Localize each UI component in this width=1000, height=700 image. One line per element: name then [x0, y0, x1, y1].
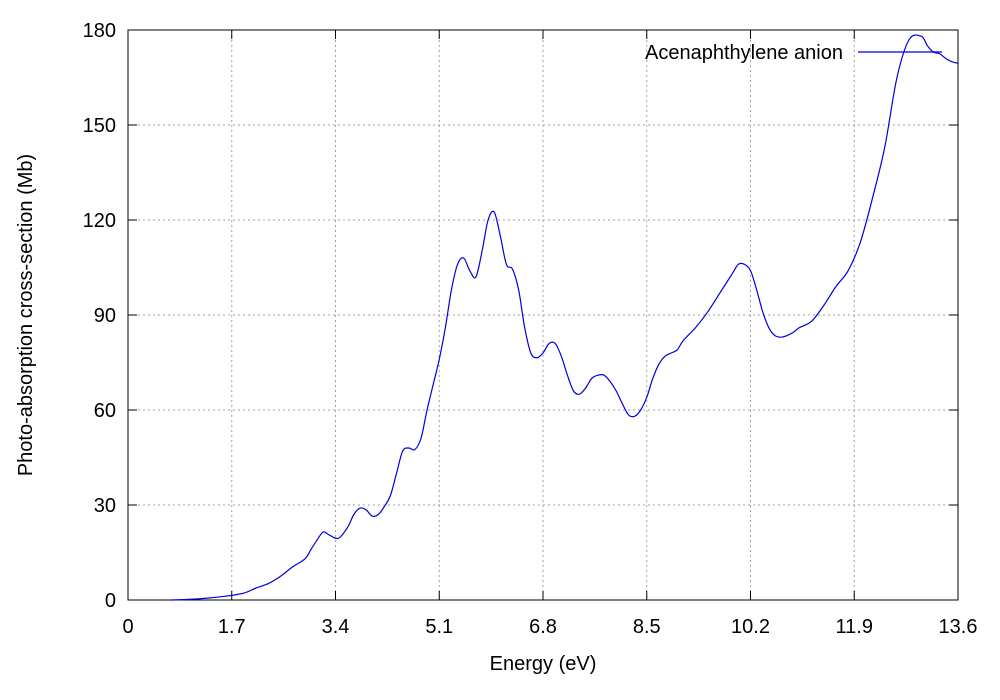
y-tick-label: 30 [94, 495, 116, 517]
y-tick-label: 180 [83, 20, 116, 42]
x-tick-label: 5.1 [425, 616, 453, 638]
series-line [170, 34, 959, 601]
x-tick-label: 11.9 [836, 616, 873, 638]
x-axis-title: Energy (eV) [490, 653, 597, 675]
x-tick-label: 0 [122, 616, 133, 638]
x-tick-label: 3.4 [322, 616, 350, 638]
legend: Acenaphthylene anion [645, 42, 942, 64]
x-tick-label: 13.6 [939, 616, 978, 638]
y-tick-label: 90 [94, 305, 116, 327]
grid-lines [128, 30, 958, 600]
x-tick-label: 1.7 [218, 616, 246, 638]
x-tick-label: 10.2 [731, 616, 770, 638]
y-tick-label: 120 [83, 210, 116, 232]
y-tick-label: 60 [94, 400, 116, 422]
legend-label: Acenaphthylene anion [645, 42, 843, 64]
y-tick-labels: 0 30 60 90 120 150 180 [83, 20, 116, 612]
x-tick-labels: 0 1.7 3.4 5.1 6.8 8.5 10.2 11.9 13.6 [122, 616, 977, 638]
y-tick-label: 0 [105, 590, 116, 612]
y-axis-title: Photo-absorption cross-section (Mb) [15, 154, 37, 476]
series-group [170, 34, 959, 601]
y-tick-label: 150 [83, 115, 116, 137]
axis-ticks [127, 29, 959, 601]
x-tick-label: 6.8 [529, 616, 557, 638]
x-tick-label: 8.5 [633, 616, 661, 638]
